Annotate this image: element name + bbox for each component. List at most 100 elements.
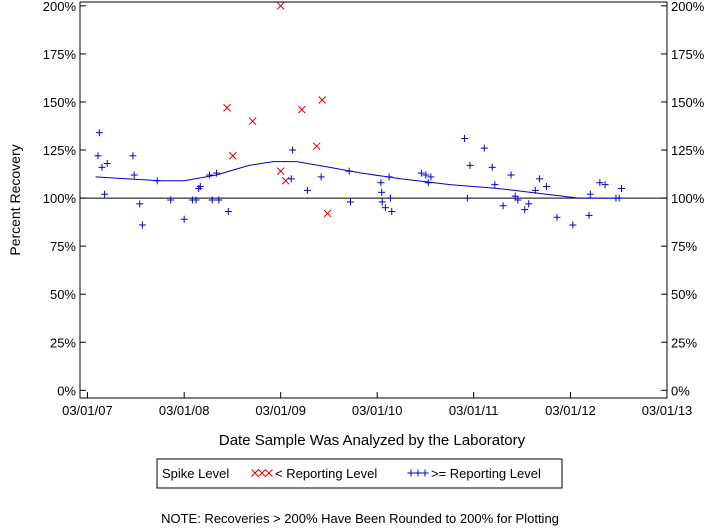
point-above-reporting-level bbox=[192, 196, 200, 204]
point-below-reporting-level bbox=[276, 167, 285, 176]
legend-plus-marker bbox=[421, 469, 429, 477]
point-above-reporting-level bbox=[615, 194, 623, 202]
point-above-reporting-level bbox=[289, 146, 297, 154]
point-below-reporting-level bbox=[318, 96, 327, 104]
plot-area bbox=[79, 1, 668, 399]
point-above-reporting-level bbox=[378, 198, 386, 206]
trend-line bbox=[95, 161, 622, 199]
point-above-reporting-level bbox=[317, 173, 325, 181]
point-above-reporting-level bbox=[180, 215, 188, 223]
point-above-reporting-level bbox=[499, 202, 507, 210]
point-above-reporting-level bbox=[507, 171, 515, 179]
point-above-reporting-level bbox=[511, 192, 519, 200]
point-above-reporting-level bbox=[542, 183, 550, 191]
point-below-reporting-level bbox=[228, 151, 237, 160]
point-above-reporting-level bbox=[388, 208, 396, 216]
legend-plus-marker bbox=[407, 469, 415, 477]
legend-x-marker bbox=[251, 469, 259, 477]
point-above-reporting-level bbox=[422, 171, 430, 179]
y-tick-label-right: 100% bbox=[671, 191, 705, 206]
point-above-reporting-level bbox=[536, 175, 544, 183]
legend-box bbox=[156, 458, 563, 489]
point-above-reporting-level bbox=[463, 194, 471, 202]
point-above-reporting-level bbox=[212, 169, 220, 177]
point-above-reporting-level bbox=[303, 186, 311, 194]
x-tick-label: 03/01/11 bbox=[449, 403, 499, 418]
y-tick-label-right: 50% bbox=[671, 287, 697, 302]
point-below-reporting-level bbox=[223, 103, 231, 112]
point-above-reporting-level bbox=[208, 196, 216, 204]
point-above-reporting-level bbox=[417, 169, 425, 177]
point-above-reporting-level bbox=[424, 179, 432, 187]
legend-x-marker bbox=[265, 469, 273, 477]
x-tick-label: 03/01/09 bbox=[255, 403, 306, 418]
point-above-reporting-level bbox=[385, 173, 393, 181]
point-above-reporting-level bbox=[287, 175, 295, 183]
y-tick-label-right: 150% bbox=[671, 95, 705, 110]
point-above-reporting-level bbox=[521, 206, 529, 214]
point-above-reporting-level bbox=[381, 204, 389, 212]
y-tick-label-left: 25% bbox=[50, 335, 76, 350]
point-above-reporting-level bbox=[569, 221, 577, 229]
y-tick-label-left: 100% bbox=[43, 191, 77, 206]
x-tick-label: 03/01/13 bbox=[642, 403, 693, 418]
point-below-reporting-level bbox=[323, 209, 332, 218]
point-above-reporting-level bbox=[378, 188, 386, 196]
y-tick-label-left: 0% bbox=[57, 383, 76, 398]
point-above-reporting-level bbox=[224, 208, 232, 216]
point-above-reporting-level bbox=[94, 152, 102, 160]
axis-ticks: 0% 0% 25% 25% 50% 50% 75% 75% 100% 100% 125% 125% 15… bbox=[43, 0, 705, 418]
point-above-reporting-level bbox=[101, 190, 109, 198]
point-above-reporting-level bbox=[427, 173, 435, 181]
y-tick-label-left: 200% bbox=[43, 0, 77, 14]
point-above-reporting-level bbox=[514, 196, 522, 204]
point-above-reporting-level bbox=[346, 198, 354, 206]
data-points bbox=[94, 1, 626, 229]
point-above-reporting-level bbox=[377, 179, 385, 187]
point-above-reporting-level bbox=[167, 196, 175, 204]
point-above-reporting-level bbox=[596, 179, 604, 187]
legend: Spike Level < Reporting Level >= Reporti… bbox=[156, 458, 563, 489]
y-tick-label-left: 150% bbox=[43, 95, 77, 110]
point-above-reporting-level bbox=[196, 183, 204, 191]
point-above-reporting-level bbox=[98, 163, 106, 171]
point-above-reporting-level bbox=[491, 181, 499, 189]
y-axis-label: Percent Recovery bbox=[7, 144, 23, 255]
point-above-reporting-level bbox=[215, 196, 223, 204]
point-below-reporting-level bbox=[276, 1, 285, 10]
y-tick-label-right: 0% bbox=[671, 383, 690, 398]
point-below-reporting-level bbox=[312, 142, 321, 151]
point-above-reporting-level bbox=[129, 152, 137, 160]
point-above-reporting-level bbox=[206, 171, 214, 179]
point-above-reporting-level bbox=[95, 129, 103, 137]
point-below-reporting-level bbox=[248, 117, 257, 126]
point-above-reporting-level bbox=[585, 211, 593, 219]
x-tick-label: 03/01/07 bbox=[62, 403, 113, 418]
point-above-reporting-level bbox=[480, 144, 488, 152]
legend-plus-marker bbox=[414, 469, 422, 477]
point-above-reporting-level bbox=[488, 163, 496, 171]
footnote: NOTE: Recoveries > 200% Have Been Rounde… bbox=[161, 511, 559, 526]
point-above-reporting-level bbox=[466, 161, 474, 169]
legend-below-marker bbox=[251, 469, 273, 477]
y-tick-label-right: 125% bbox=[671, 143, 705, 158]
x-axis-label: Date Sample Was Analyzed by the Laborato… bbox=[219, 432, 526, 449]
y-tick-label-left: 50% bbox=[50, 287, 76, 302]
x-tick-label: 03/01/12 bbox=[545, 403, 596, 418]
point-above-reporting-level bbox=[618, 184, 626, 192]
legend-title: Spike Level bbox=[162, 466, 229, 481]
legend-x-marker bbox=[258, 469, 266, 477]
y-tick-label-left: 175% bbox=[43, 47, 77, 62]
point-above-reporting-level bbox=[586, 190, 594, 198]
point-above-reporting-level bbox=[130, 171, 138, 179]
point-above-reporting-level bbox=[136, 200, 144, 208]
legend-above-marker bbox=[407, 469, 429, 477]
y-tick-label-right: 200% bbox=[671, 0, 705, 14]
y-tick-label-left: 125% bbox=[43, 143, 77, 158]
point-above-reporting-level bbox=[138, 221, 146, 229]
legend-label-above: >= Reporting Level bbox=[431, 466, 541, 481]
point-above-reporting-level bbox=[531, 186, 539, 194]
y-tick-label-right: 25% bbox=[671, 335, 697, 350]
point-above-reporting-level bbox=[103, 159, 111, 167]
